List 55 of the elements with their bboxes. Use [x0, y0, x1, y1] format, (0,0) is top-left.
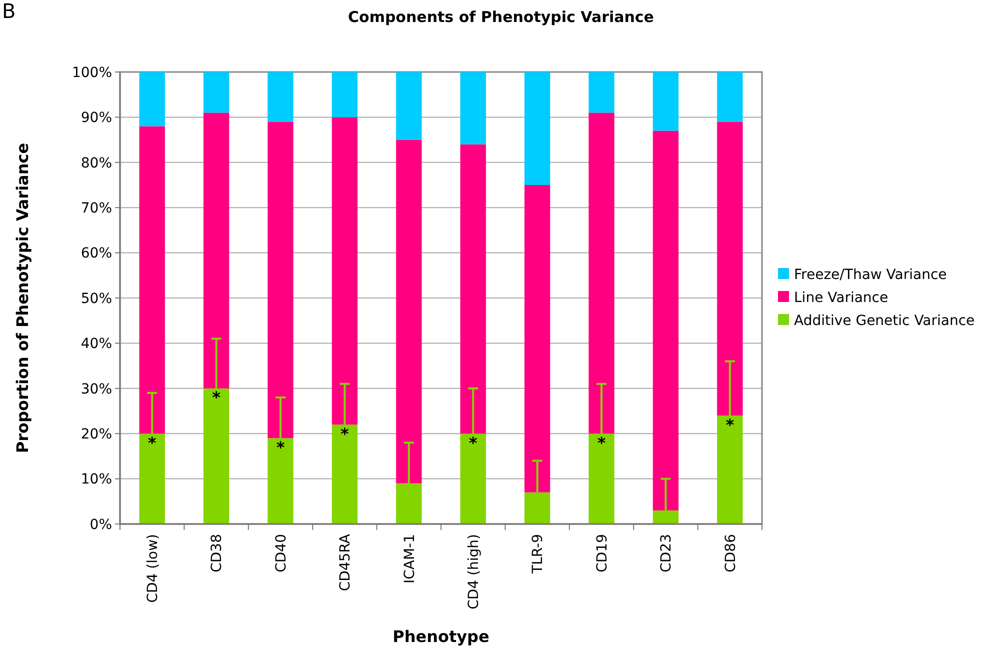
x-tick-label: CD19 — [594, 534, 610, 572]
bar — [203, 112, 230, 388]
y-tick-label: 30% — [80, 381, 112, 398]
annotation: * — [148, 433, 157, 452]
bar — [717, 122, 743, 416]
x-tick-label: CD4 (high) — [466, 534, 482, 610]
bar — [524, 72, 550, 185]
bar — [203, 72, 230, 113]
bar — [332, 117, 358, 425]
bar — [268, 72, 294, 122]
annotation: * — [212, 388, 222, 408]
bar — [652, 72, 679, 131]
y-tick-label: 70% — [80, 200, 112, 216]
bar — [332, 72, 358, 118]
x-tick-label: CD38 — [209, 534, 226, 572]
y-tick-label: 60% — [80, 246, 112, 262]
bar — [396, 72, 422, 140]
y-axis-title: Proportion of Phenotypic Variance — [13, 142, 32, 454]
bar — [588, 112, 614, 434]
x-tick-label: CD23 — [658, 534, 675, 572]
chart-title: Components of Phenotypic Variance — [348, 8, 654, 26]
y-tick-label: 0% — [90, 516, 112, 533]
bar — [588, 72, 614, 113]
y-tick-label: 50% — [80, 290, 112, 307]
annotation: * — [597, 433, 606, 452]
legend-label: Line Variance — [794, 290, 888, 306]
x-tick-label: ICAM-1 — [402, 534, 418, 584]
legend-label: Freeze/Thaw Variance — [794, 266, 947, 283]
annotation: * — [726, 415, 735, 434]
y-tick-label: 100% — [72, 64, 112, 81]
annotation: * — [276, 438, 286, 457]
bar — [460, 144, 486, 434]
x-tick-label: CD4 (low) — [145, 534, 161, 603]
bar — [139, 72, 165, 126]
y-tick-label: 20% — [80, 426, 112, 442]
y-tick-label: 40% — [80, 336, 112, 352]
bar — [652, 130, 679, 510]
y-tick-label: 10% — [80, 472, 112, 488]
y-tick-label: 90% — [80, 110, 112, 126]
x-axis-title: Phenotype — [392, 627, 490, 646]
bar — [524, 185, 550, 492]
bar — [396, 140, 422, 484]
text: B — [2, 0, 16, 23]
annotation: * — [468, 433, 478, 452]
bar — [460, 72, 486, 144]
annotation: * — [340, 424, 350, 444]
x-tick-label: CD86 — [722, 534, 739, 572]
x-tick-label: CD40 — [273, 534, 290, 572]
bar — [717, 72, 743, 122]
x-tick-label: TLR-9 — [530, 534, 546, 574]
legend-label: Additive Genetic Variance — [794, 312, 975, 329]
y-tick-label: 80% — [80, 155, 112, 172]
bar — [139, 126, 165, 434]
bar — [268, 122, 294, 438]
x-tick-label: CD45RA — [338, 534, 354, 592]
